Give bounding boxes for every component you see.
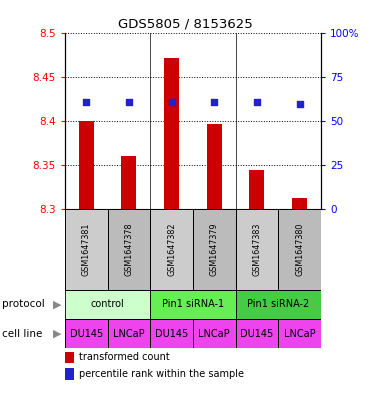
Bar <box>193 209 236 290</box>
Bar <box>236 319 278 348</box>
Text: DU145: DU145 <box>240 329 273 339</box>
Text: Pin1 siRNA-2: Pin1 siRNA-2 <box>247 299 309 309</box>
Bar <box>150 319 193 348</box>
Bar <box>236 290 321 319</box>
Text: protocol: protocol <box>2 299 45 309</box>
Bar <box>121 156 137 209</box>
Point <box>83 99 89 105</box>
Bar <box>65 368 74 380</box>
Bar <box>108 319 150 348</box>
Text: LNCaP: LNCaP <box>113 329 145 339</box>
Point <box>126 99 132 105</box>
Bar <box>150 209 193 290</box>
Point <box>297 101 303 107</box>
Bar <box>292 198 307 209</box>
Text: DU145: DU145 <box>155 329 188 339</box>
Text: GSM1647378: GSM1647378 <box>124 223 134 276</box>
Text: GSM1647380: GSM1647380 <box>295 223 304 276</box>
Point <box>254 99 260 105</box>
Text: GSM1647379: GSM1647379 <box>210 222 219 276</box>
Bar <box>79 121 94 209</box>
Bar <box>65 209 108 290</box>
Bar <box>65 319 108 348</box>
Text: LNCaP: LNCaP <box>284 329 315 339</box>
Text: GSM1647381: GSM1647381 <box>82 223 91 276</box>
Text: GSM1647382: GSM1647382 <box>167 223 176 276</box>
Point <box>168 99 174 105</box>
Bar <box>278 319 321 348</box>
Bar <box>278 209 321 290</box>
Bar <box>65 290 150 319</box>
Bar <box>207 124 222 209</box>
Bar <box>193 319 236 348</box>
Text: GSM1647383: GSM1647383 <box>252 223 262 276</box>
Text: LNCaP: LNCaP <box>198 329 230 339</box>
Text: control: control <box>91 299 124 309</box>
Bar <box>108 209 150 290</box>
Text: transformed count: transformed count <box>79 353 170 362</box>
Text: Pin1 siRNA-1: Pin1 siRNA-1 <box>162 299 224 309</box>
Text: ▶: ▶ <box>53 299 62 309</box>
Text: GDS5805 / 8153625: GDS5805 / 8153625 <box>118 18 253 31</box>
Text: DU145: DU145 <box>70 329 103 339</box>
Bar <box>150 290 236 319</box>
Text: cell line: cell line <box>2 329 42 339</box>
Bar <box>164 58 179 209</box>
Bar <box>236 209 278 290</box>
Text: ▶: ▶ <box>53 329 62 339</box>
Bar <box>65 352 74 363</box>
Point <box>211 99 217 105</box>
Bar <box>249 170 265 209</box>
Text: percentile rank within the sample: percentile rank within the sample <box>79 369 244 379</box>
